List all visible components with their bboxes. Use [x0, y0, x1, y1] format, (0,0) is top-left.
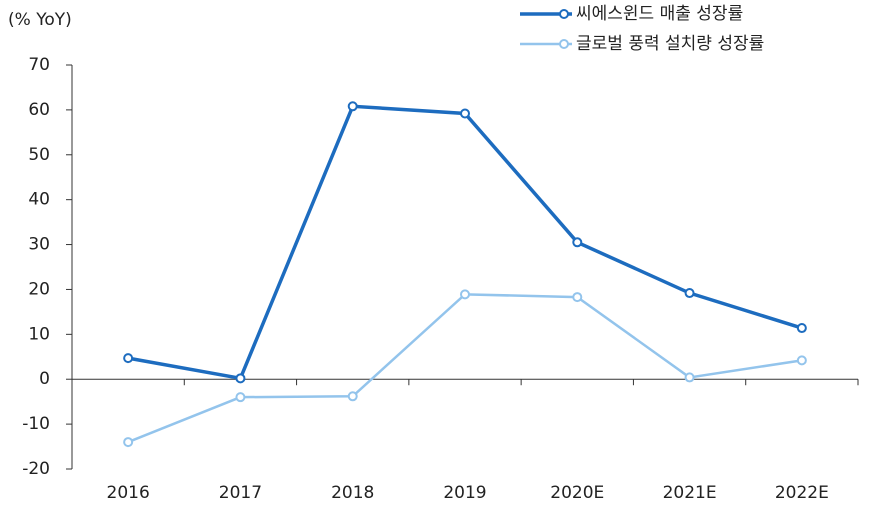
- y-tick-label: 50: [28, 145, 50, 165]
- point: [572, 292, 583, 303]
- x-tick-label: 2016: [107, 483, 150, 503]
- y-tick-label: 20: [28, 279, 50, 299]
- legend-label: 글로벌 풍력 설치량 성장률: [576, 34, 764, 54]
- x-tick-label: 2021E: [663, 483, 717, 503]
- point: [347, 391, 358, 402]
- y-tick-label: -10: [22, 414, 50, 434]
- legend-label: 씨에스윈드 매출 성장률: [576, 4, 743, 24]
- series-line: [127, 104, 803, 381]
- y-tick-label: 0: [39, 369, 50, 389]
- x-tick-label: 2018: [331, 483, 374, 503]
- legend-marker: [559, 39, 569, 49]
- point: [572, 237, 583, 248]
- x-tick-label: 2022E: [775, 483, 829, 503]
- y-tick-label: 30: [28, 235, 50, 255]
- point: [123, 437, 134, 448]
- point: [796, 355, 807, 366]
- point: [460, 289, 470, 300]
- x-tick-label: 2017: [219, 483, 262, 503]
- y-tick-label: 60: [28, 100, 50, 120]
- x-tick-label: 2020E: [550, 483, 604, 503]
- x-tick-label: 2019: [443, 483, 486, 503]
- series-line: [127, 293, 803, 444]
- y-tick-label: 70: [28, 55, 50, 75]
- y-tick-label: -20: [22, 459, 50, 479]
- point: [684, 372, 695, 383]
- point: [235, 373, 246, 384]
- y-axis-label: (% YoY): [8, 10, 72, 30]
- legend-marker: [559, 9, 569, 19]
- point: [684, 288, 695, 299]
- point: [123, 353, 134, 364]
- y-tick-label: 40: [28, 190, 50, 210]
- point: [460, 108, 470, 119]
- point: [235, 392, 246, 403]
- point: [796, 323, 807, 334]
- point: [347, 101, 358, 112]
- y-tick-label: 10: [28, 324, 50, 344]
